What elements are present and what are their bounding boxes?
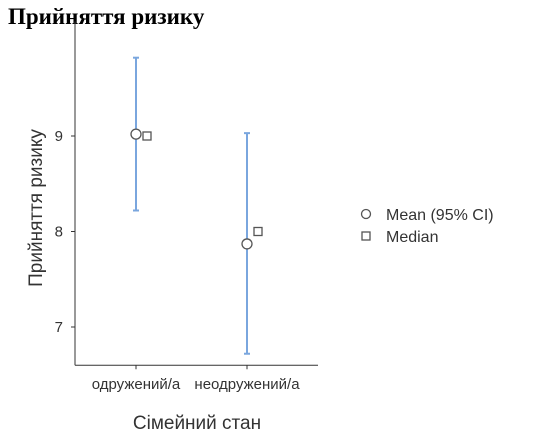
- legend-mean-marker: [360, 208, 372, 220]
- legend-median-marker: [361, 231, 371, 241]
- x-tick-label: неодружений/а: [194, 376, 300, 393]
- legend: Mean (95% CI) Median: [360, 207, 494, 246]
- y-tick-label: 8: [55, 224, 63, 241]
- legend-median-label: Median: [386, 229, 438, 246]
- median-point: [142, 131, 152, 141]
- page-title: Прийняття ризику: [8, 4, 205, 29]
- y-tick-label: 9: [55, 128, 63, 145]
- chart-marks: [130, 56, 263, 355]
- y-tick-label: 7: [55, 319, 63, 336]
- axes: 7 8 9 одружений/а неодружений/а: [55, 21, 318, 393]
- x-tick-label: одружений/а: [92, 376, 181, 393]
- y-axis-title: Прийняття ризику: [26, 129, 47, 287]
- legend-mean-label: Mean (95% CI): [386, 207, 494, 224]
- median-point: [253, 226, 263, 237]
- mean-point: [130, 128, 142, 140]
- mean-point: [241, 238, 253, 250]
- x-axis-title: Сімейний стан: [133, 413, 261, 432]
